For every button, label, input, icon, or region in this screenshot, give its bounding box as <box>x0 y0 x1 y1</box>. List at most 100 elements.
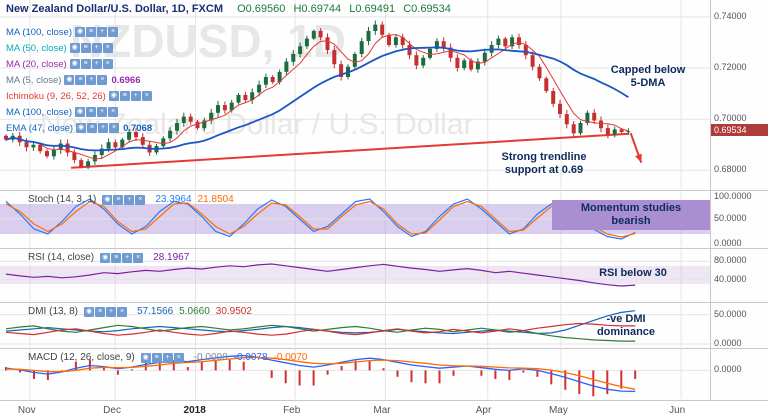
price-chart-canvas[interactable] <box>0 0 711 189</box>
close-icon[interactable]: × <box>109 123 120 133</box>
legend-row[interactable]: MA (5, close) ◉ ≡ + × 0.6966 <box>6 72 156 88</box>
time-label: Nov <box>17 405 36 416</box>
macd-panel: MACD (12, 26, close, 9) ◉ ≡ + × -0.0008 -0.… <box>0 349 768 401</box>
eye-icon[interactable]: ◉ <box>69 43 80 53</box>
eye-icon[interactable]: ◉ <box>69 59 80 69</box>
time-label: Feb <box>283 405 301 416</box>
annotation-line: Momentum studies <box>580 202 682 214</box>
symbol-title[interactable]: New Zealand Dollar/U.S. Dollar, 1D, FXCM <box>6 3 223 15</box>
open-label: O <box>237 3 246 15</box>
annotation-line: RSI below 30 <box>599 267 667 279</box>
settings-icon[interactable]: ≡ <box>87 123 98 133</box>
add-icon[interactable]: + <box>91 43 102 53</box>
last-price-label: 0.69534 <box>711 124 768 137</box>
dmi-axis[interactable]: 50.0000 0.0000 <box>710 303 768 348</box>
settings-icon[interactable]: ≡ <box>151 352 162 363</box>
dmi-chart-canvas[interactable] <box>0 303 711 347</box>
time-axis[interactable]: Nov Dec 2018 Feb Mar Apr May Jun <box>0 401 768 417</box>
rsi-panel: RSI (14, close) ◉ ≡ + × 28.1967 RSI below 3… <box>0 249 768 303</box>
add-icon[interactable]: + <box>91 59 102 69</box>
dmi-minus-di-value: 30.9502 <box>215 306 252 317</box>
legend-row[interactable]: Ichimoku (9, 26, 52, 26) ◉ ≡ + × <box>6 88 156 104</box>
time-label: Jun <box>669 405 686 416</box>
settings-icon[interactable]: ≡ <box>95 306 106 317</box>
axis-label: 80.0000 <box>714 255 747 266</box>
settings-icon[interactable]: ≡ <box>86 107 96 117</box>
stoch-panel: Stoch (14, 3, 1) ◉ ≡ + × 23.3964 21.8504 Mo… <box>0 191 768 249</box>
macd-chart-canvas[interactable] <box>0 349 711 399</box>
add-icon[interactable]: + <box>97 107 107 117</box>
close-icon[interactable]: × <box>173 352 184 363</box>
legend-row[interactable]: MA (20, close) ◉ ≡ + × <box>6 56 156 72</box>
dmi-title[interactable]: DMI (13, 8) <box>28 306 79 317</box>
add-icon[interactable]: + <box>106 306 117 317</box>
settings-icon[interactable]: ≡ <box>80 59 91 69</box>
axis-label: 100.0000 <box>714 191 752 201</box>
macd-signal-value: -0.0070 <box>273 352 308 363</box>
eye-icon[interactable]: ◉ <box>100 252 111 263</box>
close-icon[interactable]: × <box>141 91 152 101</box>
close-icon[interactable]: × <box>133 252 144 263</box>
price-axis[interactable]: 0.74000 0.72000 0.70000 0.68000 0.69534 <box>710 0 768 190</box>
close-icon[interactable]: × <box>108 27 118 37</box>
axis-label: 0.0000 <box>714 338 742 348</box>
add-icon[interactable]: + <box>162 352 173 363</box>
stoch-axis[interactable]: 100.0000 50.0000 0.0000 <box>710 191 768 248</box>
close-value: 0.69534 <box>411 3 451 15</box>
rsi-chart-canvas[interactable] <box>0 249 711 301</box>
time-label: Dec <box>103 405 121 416</box>
close-icon[interactable]: × <box>97 75 108 85</box>
annotation-line: -ve DMI <box>606 313 646 325</box>
eye-icon[interactable]: ◉ <box>75 107 85 117</box>
eye-icon[interactable]: ◉ <box>64 75 75 85</box>
add-icon[interactable]: + <box>97 27 107 37</box>
eye-icon[interactable]: ◉ <box>75 27 85 37</box>
add-icon[interactable]: + <box>86 75 97 85</box>
macd-axis[interactable]: 0.0000 <box>710 349 768 400</box>
close-icon[interactable]: × <box>117 306 128 317</box>
add-icon[interactable]: + <box>98 123 109 133</box>
legend-label: MA (5, close) <box>6 74 62 86</box>
settings-icon[interactable]: ≡ <box>75 75 86 85</box>
add-icon[interactable]: + <box>124 194 135 205</box>
eye-icon[interactable]: ◉ <box>102 194 113 205</box>
settings-icon[interactable]: ≡ <box>86 27 96 37</box>
close-icon[interactable]: × <box>102 59 113 69</box>
stoch-title[interactable]: Stoch (14, 3, 1) <box>28 194 97 205</box>
annotation-momentum-bearish: Momentum studies bearish <box>552 200 710 230</box>
macd-line-value: -0.0078 <box>233 352 268 363</box>
macd-hist-value: -0.0008 <box>193 352 228 363</box>
rsi-axis[interactable]: 80.0000 40.0000 <box>710 249 768 302</box>
macd-title[interactable]: MACD (12, 26, close, 9) <box>28 352 135 363</box>
axis-label: 50.0000 <box>714 213 747 223</box>
legend-row[interactable]: EMA (47, close) ◉ ≡ + × 0.7068 <box>6 120 156 136</box>
stoch-controls: ◉ ≡ + × <box>102 194 146 205</box>
close-icon[interactable]: × <box>108 107 118 117</box>
close-icon[interactable]: × <box>135 194 146 205</box>
eye-icon[interactable]: ◉ <box>76 123 87 133</box>
legend-row[interactable]: MA (100, close) ◉ ≡ + × <box>6 24 156 40</box>
settings-icon[interactable]: ≡ <box>111 252 122 263</box>
eye-icon[interactable]: ◉ <box>140 352 151 363</box>
rsi-value: 28.1967 <box>153 252 190 263</box>
axis-label: 0.70000 <box>714 113 747 124</box>
settings-icon[interactable]: ≡ <box>113 194 124 205</box>
legend-row[interactable]: MA (50, close) ◉ ≡ + × <box>6 40 156 56</box>
close-icon[interactable]: × <box>102 43 113 53</box>
dmi-panel: DMI (13, 8) ◉ ≡ + × 57.1566 5.0660 30.9502 … <box>0 303 768 349</box>
annotation-trendline-support: Strong trendline support at 0.69 <box>478 151 610 177</box>
rsi-title[interactable]: RSI (14, close) <box>28 252 95 263</box>
legend-row[interactable]: MA (100, close) ◉ ≡ + × <box>6 104 156 120</box>
legend-label: Ichimoku (9, 26, 52, 26) <box>6 90 106 102</box>
eye-icon[interactable]: ◉ <box>84 306 95 317</box>
eye-icon[interactable]: ◉ <box>108 91 119 101</box>
axis-label: 0.72000 <box>714 62 747 73</box>
legend-value: 0.6966 <box>111 74 141 86</box>
high-value: 0.69744 <box>301 3 342 15</box>
settings-icon[interactable]: ≡ <box>119 91 130 101</box>
dmi-plus-di-value: 5.0660 <box>179 306 210 317</box>
close-label: C <box>403 3 412 15</box>
add-icon[interactable]: + <box>122 252 133 263</box>
settings-icon[interactable]: ≡ <box>80 43 91 53</box>
add-icon[interactable]: + <box>130 91 141 101</box>
